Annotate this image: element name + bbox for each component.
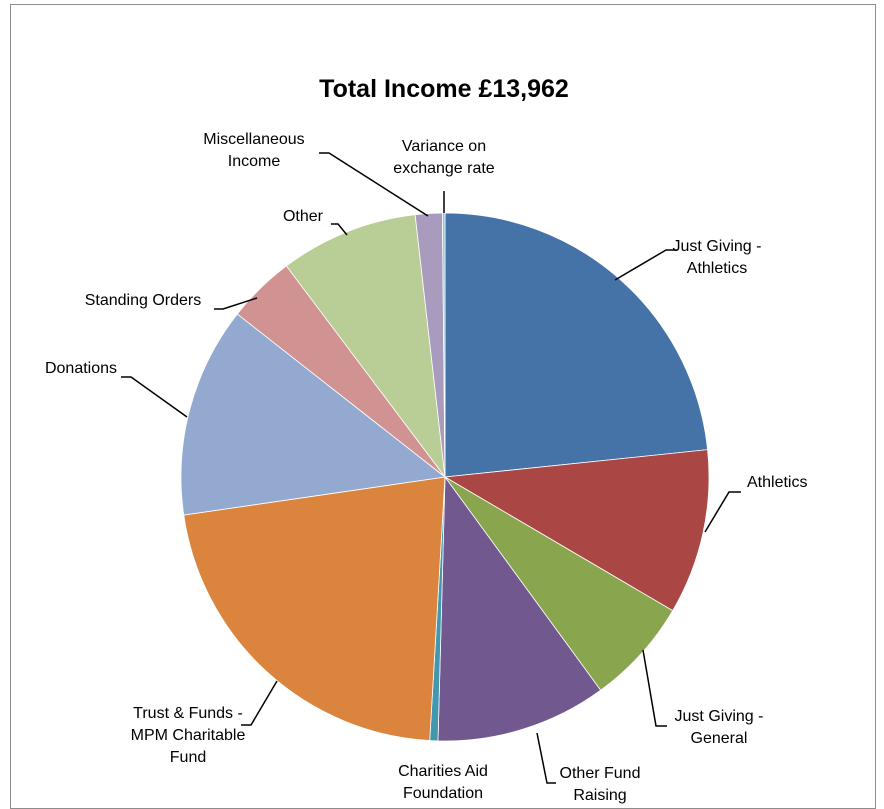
data-label-other-fund-raising: Other Fund Raising — [560, 765, 641, 804]
leader-line-other-fund-raising — [536, 732, 556, 784]
data-label-standing-orders: Standing Orders — [85, 292, 202, 309]
data-label-other: Other — [283, 208, 324, 225]
pie-slice-other-fund-raising — [437, 475, 602, 742]
chart-area: Total Income £13,962 Just Giving -Athlet… — [10, 4, 876, 809]
data-label-variance-on-exchange-rate: Variance on exchange rate — [393, 138, 495, 177]
leader-line-trust-funds-mpm-charitable-fund — [241, 680, 278, 726]
leader-line-miscellaneous-income — [319, 152, 429, 217]
pie-chart: Just Giving -Athletics Athletics Just Givi… — [45, 131, 807, 804]
leader-line-athletics — [704, 491, 741, 533]
pie-slice-just-giving-athletics — [444, 212, 709, 478]
data-label-donations: Donations — [45, 360, 117, 377]
pie-slice-trust-funds-mpm-charitable-fund — [183, 476, 446, 741]
data-label-miscellaneous-income: Miscellaneous Income — [203, 131, 304, 170]
leader-line-just-giving-general — [642, 649, 667, 727]
leader-line-donations — [121, 376, 188, 418]
data-label-just-giving-general: Just Giving -General — [675, 708, 764, 747]
leader-line-standing-orders — [214, 297, 258, 310]
data-label-athletics: Athletics — [747, 474, 807, 491]
pie-slice-other — [285, 214, 446, 479]
pie-slice-donations — [180, 313, 446, 516]
leader-line-other — [331, 223, 348, 236]
data-label-just-giving-athletics: Just Giving -Athletics — [673, 238, 762, 277]
pie-slice-athletics — [443, 449, 710, 612]
data-label-charities-aid-foundation: Charities Aid Foundation — [398, 763, 488, 802]
chart-title: Total Income £13,962 — [319, 75, 569, 103]
leader-line-just-giving-athletics — [614, 249, 677, 281]
data-label-trust-funds-mpm-charitable-fund: Trust & Funds -MPM Charitable Fund — [131, 705, 246, 766]
pie-slice-variance-on-exchange-rate — [441, 212, 446, 478]
